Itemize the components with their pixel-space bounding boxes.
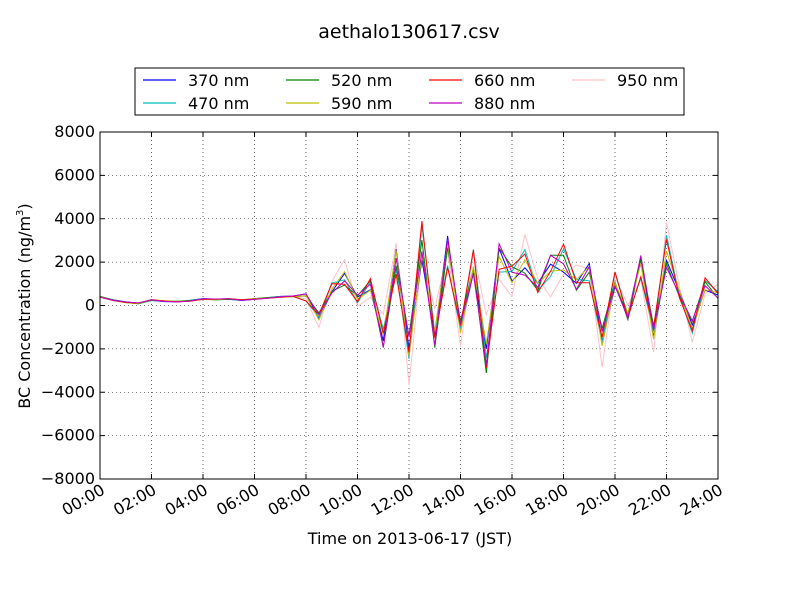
y-tick-label: 0: [85, 296, 95, 315]
y-tick-label: 4000: [54, 209, 95, 228]
series-line-880-nm: [99, 238, 719, 366]
y-ticks: 8000 6000 4000 2000 0 −2000 −4000 −6000 −8000: [41, 122, 718, 488]
x-tick-label: 12:00: [368, 480, 417, 520]
x-tick-label: 06:00: [213, 480, 262, 520]
y-tick-label: −4000: [41, 382, 95, 401]
legend: 370 nm 470 nm 520 nm 590 nm 660 nm 880 nm 950 …: [134, 67, 685, 116]
y-tick-label: 6000: [54, 165, 95, 184]
chart-title: aethalo130617.csv: [318, 21, 500, 43]
legend-label: 880 nm: [474, 94, 535, 113]
legend-label: 660 nm: [474, 71, 535, 90]
x-tick-label: 24:00: [677, 480, 726, 520]
x-tick-label: 22:00: [625, 480, 674, 520]
y-tick-label: 2000: [54, 252, 95, 271]
legend-label: 520 nm: [331, 71, 392, 90]
legend-label: 590 nm: [331, 94, 392, 113]
x-tick-label: 02:00: [110, 480, 159, 520]
x-tick-label: 04:00: [162, 480, 211, 520]
y-tick-label: −8000: [41, 469, 95, 488]
legend-frame: [134, 67, 685, 116]
y-axis-label: BC Concentration (ng/m3): [15, 203, 34, 408]
x-ticks: 00:00 02:00 04:00 06:00 08:00 10:00 12:00 14:00…: [59, 132, 726, 520]
legend-label: 370 nm: [188, 71, 249, 90]
x-tick-label: 10:00: [316, 480, 365, 520]
x-tick-label: 08:00: [265, 480, 314, 520]
x-axis-label: Time on 2013-06-17 (JST): [307, 529, 512, 548]
legend-label: 950 nm: [617, 71, 678, 90]
x-tick-label: 16:00: [471, 480, 520, 520]
series-layer: [99, 221, 719, 386]
y-tick-label: 8000: [54, 122, 95, 141]
x-tick-label: 14:00: [419, 480, 468, 520]
x-tick-label: 18:00: [522, 480, 571, 520]
y-tick-label: −2000: [41, 339, 95, 358]
x-tick-label: 20:00: [574, 480, 623, 520]
legend-label: 470 nm: [188, 94, 249, 113]
y-tick-label: −6000: [41, 426, 95, 445]
